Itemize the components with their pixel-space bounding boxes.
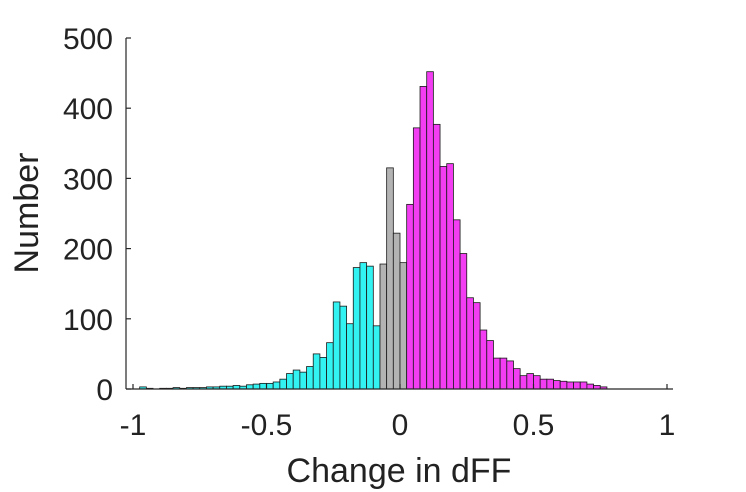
histogram-bar [279,378,287,390]
histogram-bar [573,381,581,390]
histogram-bar [299,371,307,390]
histogram-bar [432,123,441,390]
histogram-bar [579,381,588,390]
histogram-bar [479,329,488,390]
y-tick-label: 0 [96,374,113,407]
histogram-bar [419,86,428,390]
y-tick-label: 400 [63,93,113,126]
histogram-bar [533,375,541,390]
y-tick-label: 100 [63,304,113,337]
histogram-bar [259,382,267,390]
histogram-bar [446,163,454,390]
histogram-bar [326,342,334,390]
histogram-bar [459,253,468,390]
histogram-bar [519,375,528,390]
histogram-bar [466,297,474,390]
histogram-bar [586,383,594,390]
histogram-bar [379,263,388,390]
histogram-bar [473,302,481,390]
x-tick-label: 0.5 [513,409,555,442]
histogram-bar [486,340,494,390]
histogram-bar [412,127,421,390]
histogram-bar [499,357,508,390]
histogram-bar [493,357,501,390]
histogram-bar [399,262,408,390]
histogram-bar [559,380,568,390]
histogram-bar [272,381,281,390]
histogram-bar [352,267,361,390]
x-tick-label: -1 [120,409,147,442]
histogram-bar [292,369,301,390]
histogram-bar [566,381,574,390]
x-tick-label: 0 [392,409,409,442]
histogram-bar [346,323,354,390]
histogram-bar [286,373,294,390]
histogram-bar [312,353,321,390]
histogram-bar [546,378,554,390]
histogram-bar [359,262,368,390]
histogram-bar [339,305,348,390]
histogram-bar [266,382,274,390]
y-tick-label: 200 [63,234,113,267]
histogram-bar [332,301,341,390]
histogram-bar [452,219,461,390]
histogram-bar [372,325,381,390]
histogram-bar [539,378,548,390]
histogram-bar [439,166,448,390]
histogram-bar [319,357,327,390]
histogram-bar [246,384,254,390]
y-tick-label: 300 [63,163,113,196]
x-tick-label: 1 [659,409,676,442]
x-tick-label: -0.5 [241,409,293,442]
histogram-bar [426,71,434,390]
y-tick-label: 500 [63,23,113,56]
histogram-bar [252,383,261,390]
histogram-bar [526,373,534,390]
histogram-bars [139,71,608,390]
x-axis-label: Change in dFF [287,452,512,490]
histogram-bar [513,368,521,390]
y-axis-label: Number [8,153,46,274]
histogram-bar [392,232,401,390]
histogram-bar [366,265,374,390]
axes: 0 100 200 300 400 500 -1 -0.5 0 0.5 1 [63,23,675,442]
histogram-bar [406,203,414,390]
histogram-bar [386,167,394,390]
histogram-bar [506,360,514,390]
histogram-bar [306,366,314,390]
histogram-bar [553,380,561,390]
